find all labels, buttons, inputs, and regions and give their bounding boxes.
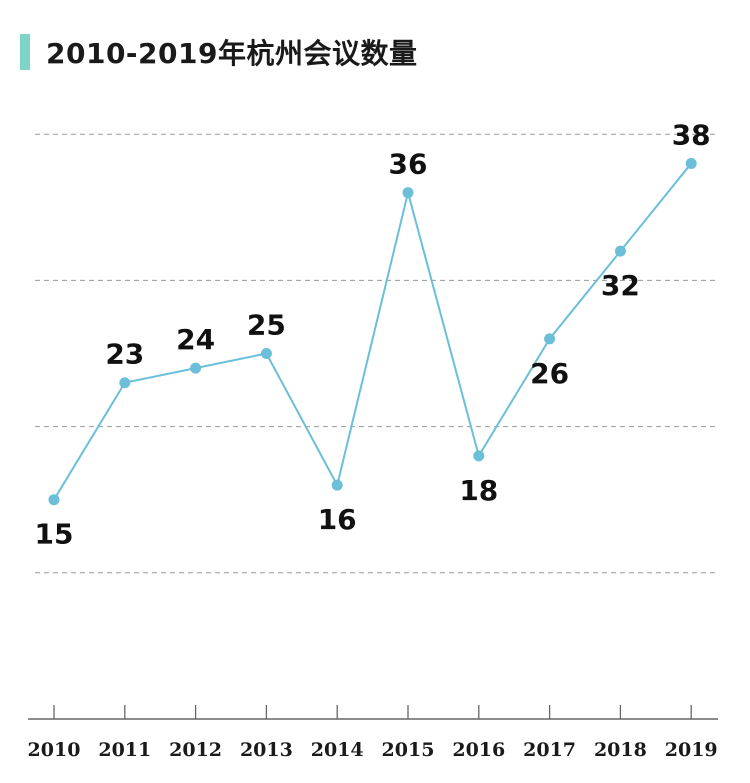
data-point xyxy=(473,450,485,462)
x-tick-label: 2010 xyxy=(28,739,81,761)
data-label: 23 xyxy=(105,338,144,371)
data-point xyxy=(260,348,272,359)
data-point xyxy=(402,187,414,199)
x-tick-label: 2017 xyxy=(523,739,576,761)
data-label: 32 xyxy=(601,269,640,302)
x-tick-label: 2012 xyxy=(169,739,222,761)
data-label: 26 xyxy=(530,357,569,390)
data-point xyxy=(614,245,626,257)
chart-title: 2010-2019年杭州会议数量 xyxy=(46,37,418,70)
data-point xyxy=(685,157,697,169)
data-label: 24 xyxy=(176,323,215,356)
x-tick-label: 2013 xyxy=(240,739,293,761)
data-point xyxy=(48,494,60,506)
chart-title-group: 2010-2019年杭州会议数量 xyxy=(20,30,417,74)
x-tick-label: 2011 xyxy=(98,739,151,761)
data-point xyxy=(331,479,343,491)
series-line xyxy=(53,162,692,501)
data-label: 16 xyxy=(318,503,357,536)
data-point xyxy=(190,362,202,374)
data-label: 38 xyxy=(672,118,711,151)
x-tick-label: 2016 xyxy=(452,739,505,761)
data-label: 25 xyxy=(247,309,286,342)
data-point xyxy=(119,377,131,389)
data-label: 18 xyxy=(459,474,498,507)
data-label: 36 xyxy=(389,148,428,181)
title-accent-bar xyxy=(20,34,30,70)
x-tick-label: 2014 xyxy=(311,739,364,761)
data-point xyxy=(544,333,556,345)
x-tick-label: 2015 xyxy=(382,739,435,761)
x-tick-label: 2019 xyxy=(665,739,718,761)
x-tick-label: 2018 xyxy=(594,739,647,761)
data-label: 15 xyxy=(35,518,74,551)
